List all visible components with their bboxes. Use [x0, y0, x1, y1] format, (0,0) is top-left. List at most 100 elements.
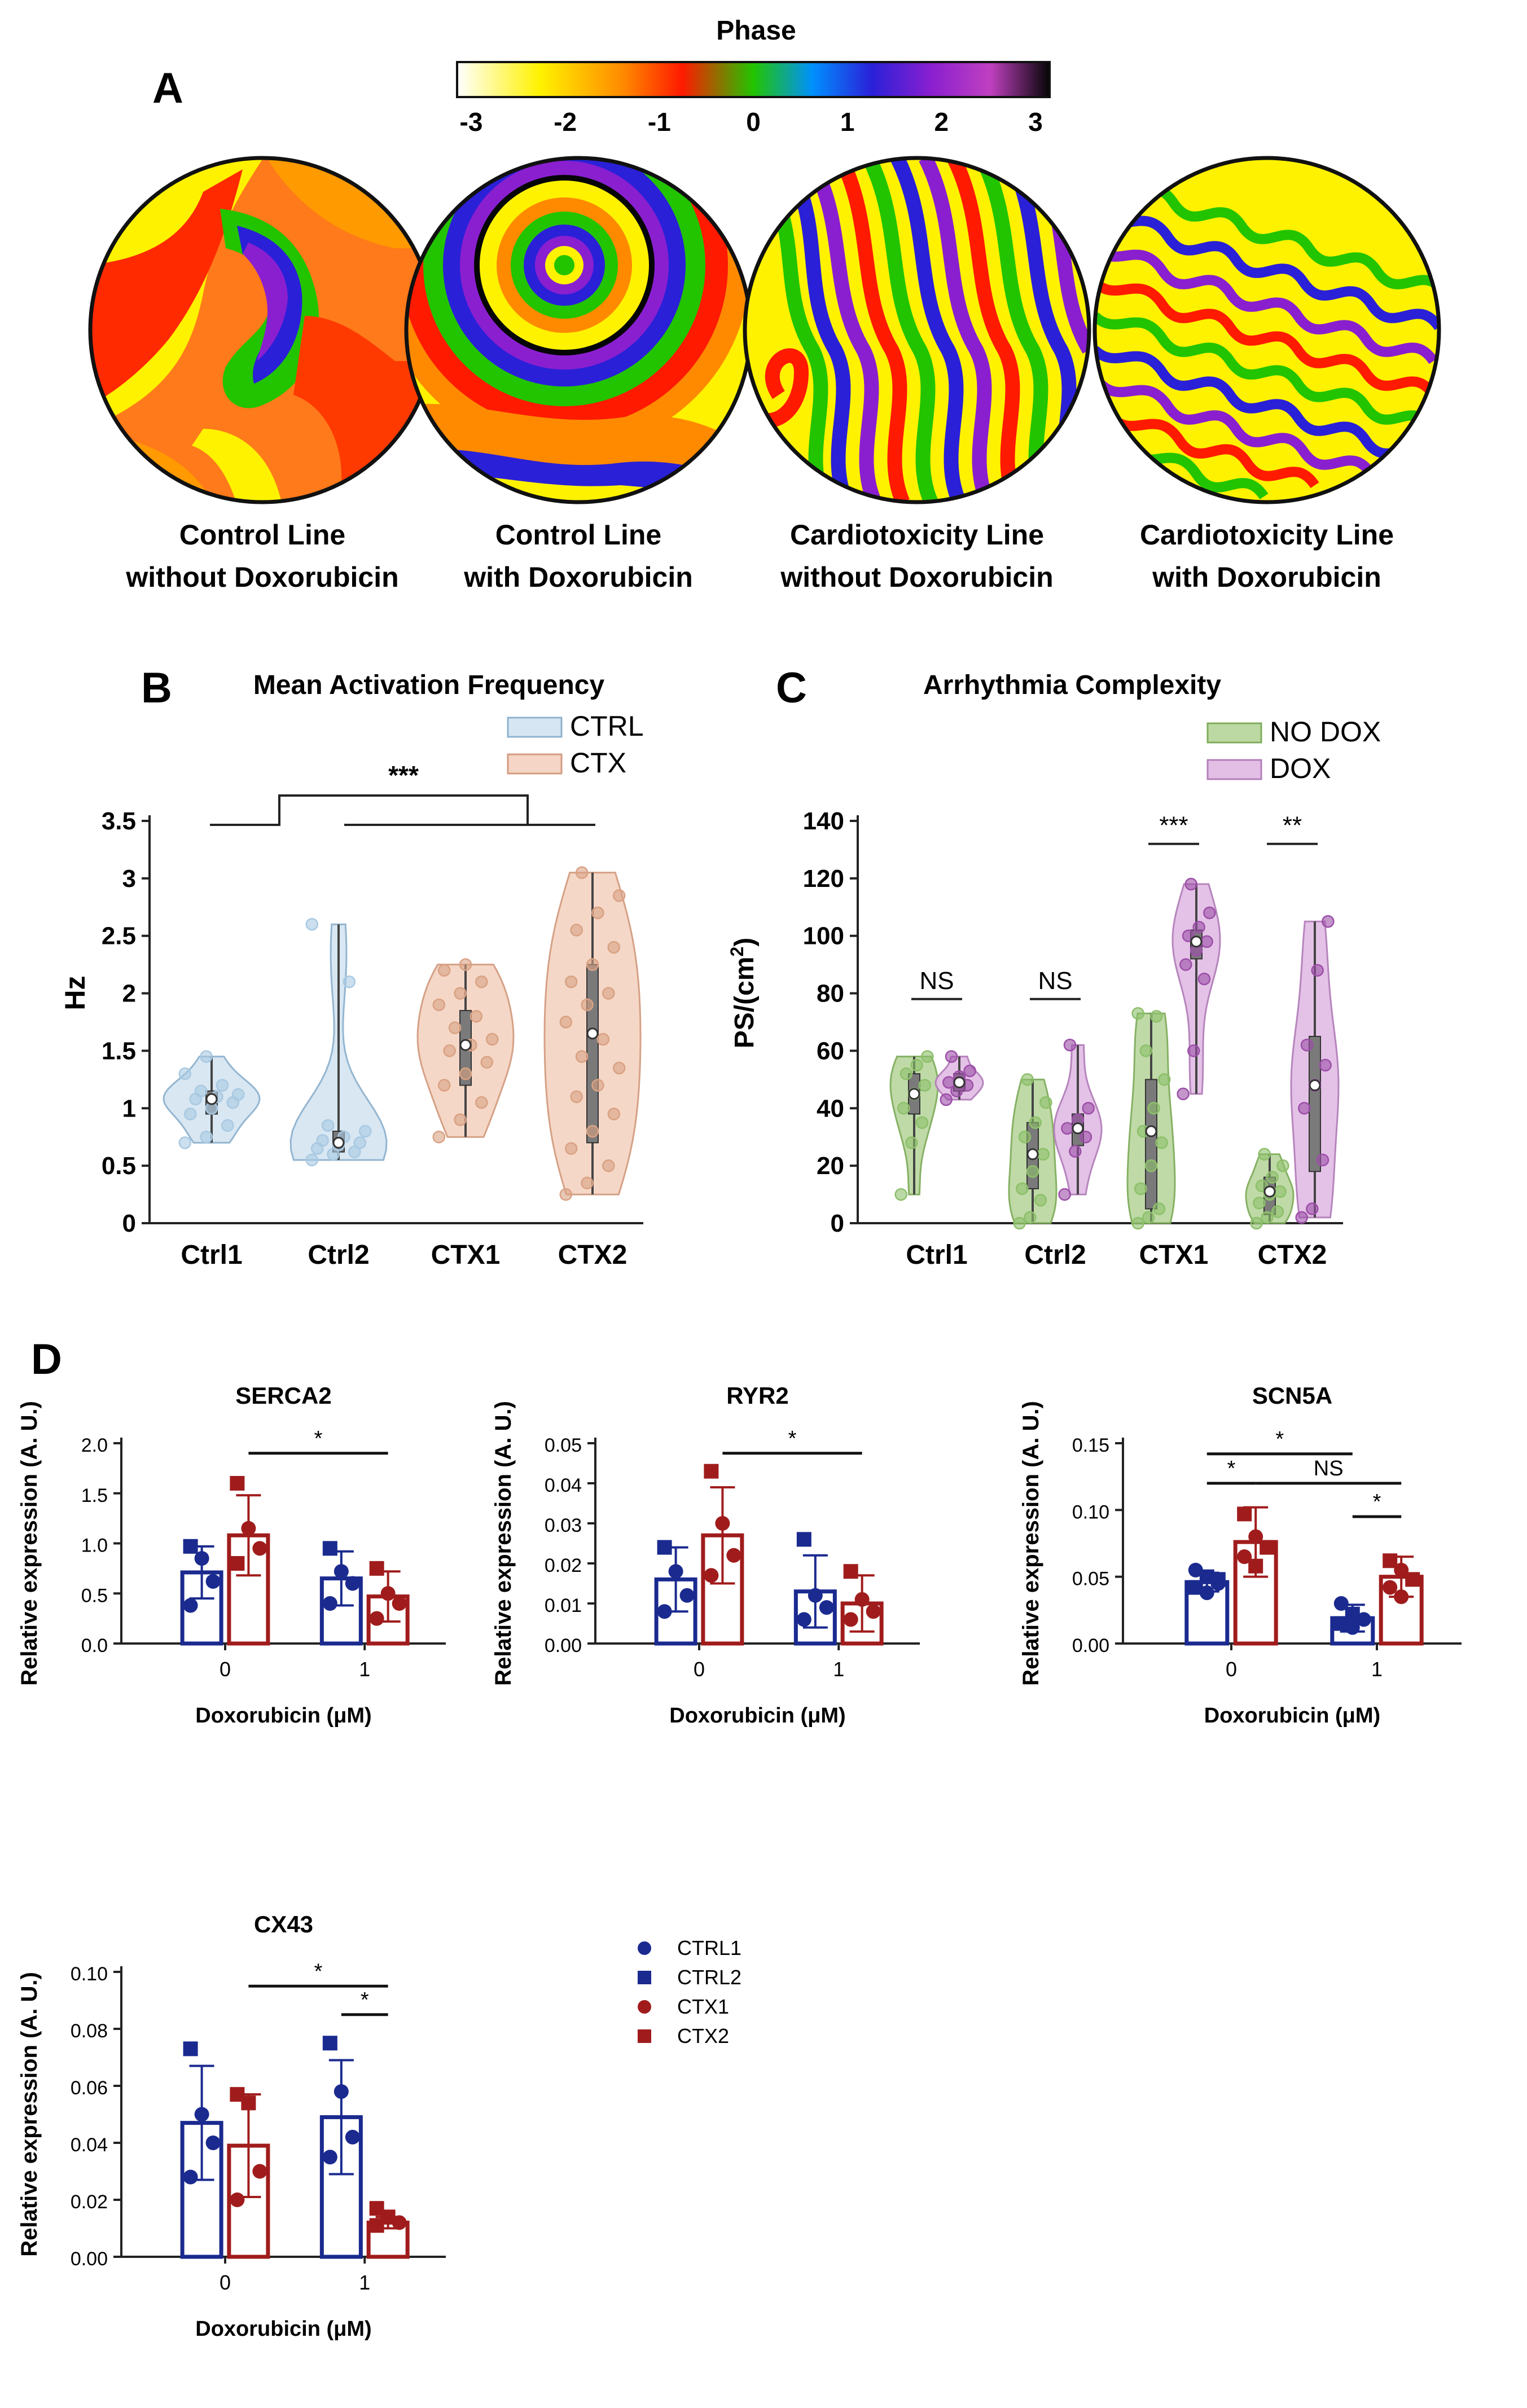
data-point	[581, 998, 594, 1012]
data-point	[586, 958, 599, 971]
data-point	[942, 1076, 955, 1089]
colorbar-tick-label: 1	[840, 107, 855, 137]
data-point	[602, 987, 615, 1000]
legend-marker-circle	[638, 2000, 651, 2014]
violin-median	[1190, 935, 1203, 948]
data-point-circle	[1237, 1549, 1252, 1565]
data-point	[586, 1124, 599, 1138]
significance-label: **	[1283, 812, 1302, 840]
bar-chart-cx43: CX43 0.00 0.02 0.04 0.06 0.08 0.10 Relative exp…	[17, 1911, 446, 2341]
data-point	[591, 906, 604, 920]
data-point	[454, 1113, 467, 1126]
data-point-circle	[1248, 1529, 1263, 1544]
data-point	[305, 1153, 319, 1167]
data-point	[231, 1088, 245, 1101]
data-point	[612, 1061, 626, 1075]
x-tick-label: 1	[1371, 1658, 1383, 1681]
data-point	[940, 1093, 953, 1106]
y-tick-label: 0.02	[71, 2191, 108, 2213]
data-point	[1131, 1007, 1144, 1020]
data-point-square	[704, 1464, 719, 1479]
panel-d-legend: CTRL1 CTRL2 CTX1 CTX2	[638, 1936, 741, 2047]
data-point-square	[241, 2095, 256, 2111]
data-point-square	[369, 1561, 384, 1576]
data-point	[437, 964, 451, 977]
y-tick-label: 1	[122, 1095, 136, 1122]
data-point	[183, 1108, 197, 1120]
data-point	[1316, 1153, 1329, 1167]
data-point-circle	[1188, 1562, 1203, 1577]
data-point	[1155, 1136, 1168, 1149]
data-point-circle	[183, 2169, 198, 2185]
violin-median	[459, 1039, 472, 1051]
data-point	[602, 1159, 615, 1172]
data-point	[570, 1090, 583, 1104]
y-tick-label: 1.5	[102, 1037, 136, 1065]
data-point-square	[183, 2041, 198, 2057]
significance-label: *	[314, 1427, 323, 1451]
data-point	[358, 1124, 372, 1138]
significance-label: *	[314, 1959, 323, 1983]
data-point	[1147, 1102, 1160, 1115]
data-point	[1063, 1038, 1077, 1052]
data-point-circle	[854, 1592, 870, 1607]
data-point	[1274, 1185, 1287, 1198]
data-point	[178, 1067, 192, 1080]
data-point-circle	[1356, 1612, 1371, 1627]
y-tick-label: 0.00	[71, 2248, 108, 2270]
data-point-circle	[392, 2215, 407, 2230]
data-point-circle	[1345, 1620, 1360, 1635]
data-point-circle	[657, 1604, 672, 1619]
y-axis-label: PS/(cm2)	[727, 938, 760, 1049]
x-axis-label: Doxorubicin (μM)	[1204, 1704, 1380, 1728]
x-tick-label: 0	[220, 1658, 231, 1681]
colorbar-tick-label: 0	[746, 107, 761, 137]
data-point-circle	[205, 1574, 221, 1589]
y-tick-label: 60	[817, 1037, 844, 1065]
data-point-circle	[183, 1598, 198, 1613]
data-point	[1250, 1216, 1263, 1230]
colorbar-tick-label: 3	[1028, 107, 1043, 137]
data-point-square	[1405, 1572, 1420, 1587]
data-point	[1158, 1073, 1171, 1086]
panel-a: A Phase -3 -2 -1 0 1 2 3	[88, 16, 1441, 593]
data-point	[1276, 1159, 1289, 1172]
data-point	[327, 1148, 340, 1161]
x-tick-label: 1	[359, 2271, 370, 2294]
colorbar-tick-label: 2	[934, 107, 949, 137]
significance-label: NS	[1038, 967, 1072, 995]
data-point-circle	[194, 1551, 209, 1566]
data-point-circle	[334, 2084, 349, 2099]
data-point-circle	[1199, 1585, 1214, 1601]
y-tick-label: 0.00	[1072, 1635, 1109, 1656]
x-tick-label: CTX2	[1258, 1240, 1327, 1270]
data-point	[1300, 1038, 1314, 1052]
data-point-square	[1383, 1553, 1398, 1568]
y-axis-label: Relative expression (A. U.)	[17, 1401, 42, 1686]
data-point	[1139, 1044, 1152, 1057]
data-point-square	[322, 2036, 337, 2051]
data-point	[1184, 877, 1197, 891]
data-point	[353, 1136, 367, 1149]
y-tick-label: 1.5	[81, 1485, 108, 1506]
legend-label: CTX	[570, 747, 626, 779]
phase-map-control-no-dox	[88, 156, 437, 504]
data-point-circle	[230, 2192, 245, 2207]
data-point	[1134, 1182, 1147, 1196]
y-tick-label: 0.06	[71, 2077, 108, 2099]
colorbar-tick-label: -2	[554, 107, 577, 137]
y-tick-label: 0.10	[1072, 1501, 1109, 1523]
y-axis-label: Hz	[59, 975, 91, 1010]
data-point	[1152, 1202, 1166, 1215]
violin-median	[205, 1093, 218, 1105]
data-point	[575, 866, 589, 879]
significance-label: *	[1275, 1427, 1284, 1451]
bar-chart-serca2: SERCA2 0.0 0.5 1.0 1.5 2.0 Relative expression…	[17, 1382, 446, 1728]
data-point-circle	[668, 1564, 683, 1579]
data-point	[1142, 1211, 1155, 1224]
phase-map-label-line1: Cardiotoxicity Line	[790, 519, 1044, 551]
data-point-circle	[726, 1548, 741, 1563]
data-point-square	[322, 1541, 337, 1556]
data-point-circle	[1394, 1589, 1409, 1605]
y-tick-label: 0	[831, 1210, 844, 1237]
